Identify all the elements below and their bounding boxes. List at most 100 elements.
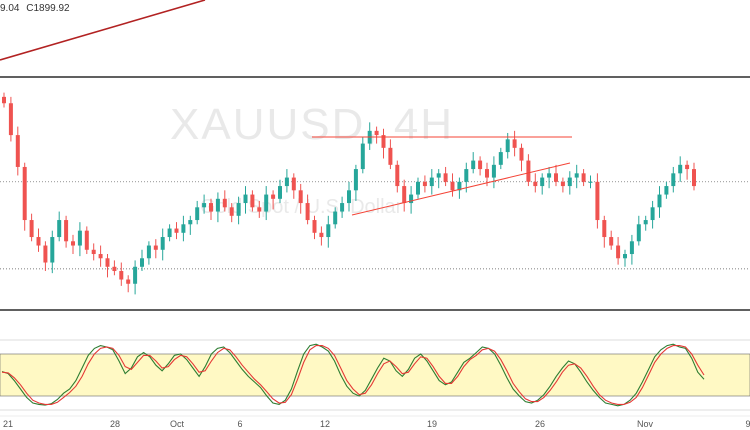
candle-body bbox=[229, 207, 234, 216]
candle-body bbox=[395, 164, 400, 187]
candle-body bbox=[305, 203, 310, 221]
x-axis-tick-label: Oct bbox=[170, 419, 185, 429]
candle-body bbox=[650, 207, 655, 221]
ohlc-legend: 9.04 C1899.92 bbox=[0, 3, 74, 14]
candle-body bbox=[567, 177, 572, 187]
candle-body bbox=[581, 173, 586, 182]
candle-body bbox=[374, 130, 379, 136]
candle-body bbox=[636, 224, 641, 242]
candle-body bbox=[195, 207, 200, 221]
candle-body bbox=[243, 194, 248, 204]
stoch-k-line bbox=[1, 343, 705, 407]
x-axis-tick-label: 26 bbox=[535, 419, 545, 429]
candle-body bbox=[533, 181, 538, 187]
candle-body bbox=[84, 230, 89, 250]
candle-body bbox=[512, 139, 517, 148]
candle-body bbox=[457, 181, 462, 191]
candle-body bbox=[478, 160, 483, 170]
candle-body bbox=[678, 164, 683, 174]
x-axis-tick-label: 9 bbox=[745, 419, 750, 429]
candle-body bbox=[409, 194, 414, 204]
candle-body bbox=[443, 173, 448, 182]
candle-body bbox=[402, 186, 407, 204]
x-axis-tick-label: Nov bbox=[637, 419, 654, 429]
candle-body bbox=[540, 177, 545, 187]
candle-body bbox=[250, 194, 255, 208]
candle-body bbox=[464, 169, 469, 182]
candle-body bbox=[15, 135, 20, 167]
candle-body bbox=[22, 166, 27, 221]
candle-body bbox=[202, 203, 207, 208]
candle-body bbox=[71, 241, 75, 246]
candle-body bbox=[291, 177, 296, 191]
candle-body bbox=[29, 220, 34, 238]
candle-body bbox=[215, 198, 220, 212]
candle-body bbox=[692, 169, 696, 187]
candle-body bbox=[146, 245, 151, 259]
candle-body bbox=[105, 258, 110, 267]
candle-body bbox=[119, 271, 124, 280]
candle-body bbox=[602, 220, 607, 238]
x-axis-tick-label: 19 bbox=[427, 419, 437, 429]
stoch-d-line bbox=[1, 345, 705, 405]
candle-body bbox=[422, 181, 427, 187]
x-axis-tick-label: 28 bbox=[110, 419, 120, 429]
candle-body bbox=[450, 181, 455, 191]
candle-body bbox=[98, 254, 103, 259]
candle-body bbox=[485, 169, 489, 178]
candle-body bbox=[526, 160, 531, 182]
candle-body bbox=[498, 152, 503, 165]
candle-body bbox=[181, 224, 186, 233]
candle-body bbox=[381, 135, 386, 148]
candle-body bbox=[429, 177, 434, 187]
x-axis-tick-label: 12 bbox=[320, 419, 330, 429]
candle-body bbox=[160, 237, 165, 250]
candle-body bbox=[312, 220, 317, 233]
candle-body bbox=[416, 181, 420, 195]
candle-body bbox=[236, 203, 241, 216]
candle-body bbox=[284, 177, 289, 187]
x-axis-tick-label: 21 bbox=[3, 419, 13, 429]
candle-body bbox=[167, 228, 172, 238]
candle-body bbox=[174, 228, 179, 233]
ohlc-fragment: 9.04 bbox=[0, 3, 20, 14]
candle-body bbox=[629, 241, 634, 255]
candle-body bbox=[153, 245, 158, 250]
candle-body bbox=[671, 173, 676, 187]
candle-body bbox=[278, 186, 282, 199]
candle-body bbox=[360, 143, 365, 170]
candle-body bbox=[326, 224, 331, 238]
candle-body bbox=[560, 181, 565, 187]
candle-body bbox=[333, 211, 338, 225]
candle-body bbox=[8, 103, 13, 136]
candle-body bbox=[657, 194, 662, 208]
candle-body bbox=[554, 173, 558, 182]
candle-body bbox=[595, 181, 600, 221]
candle-body bbox=[353, 169, 358, 191]
candle-body bbox=[547, 173, 552, 178]
candle-body bbox=[616, 245, 621, 259]
candle-body bbox=[257, 207, 262, 212]
candle-body bbox=[140, 258, 144, 267]
candle-body bbox=[298, 190, 303, 204]
candle-body bbox=[188, 220, 193, 225]
candle-body bbox=[347, 190, 351, 204]
candle-body bbox=[264, 194, 269, 212]
candle-body bbox=[43, 245, 48, 263]
candle-body bbox=[222, 198, 227, 208]
candle-body bbox=[112, 266, 117, 272]
candle-body bbox=[50, 237, 55, 263]
candle-body bbox=[209, 203, 213, 212]
candle-body bbox=[519, 147, 524, 161]
candle-body bbox=[340, 203, 345, 212]
candle-body bbox=[436, 173, 441, 178]
candle-body bbox=[133, 266, 138, 284]
long-term-trendline bbox=[0, 0, 206, 61]
rising-trendline bbox=[351, 162, 571, 216]
candle-body bbox=[319, 232, 324, 238]
candle-body bbox=[271, 194, 276, 199]
candle-body bbox=[609, 237, 614, 246]
stoch-band bbox=[0, 353, 750, 397]
